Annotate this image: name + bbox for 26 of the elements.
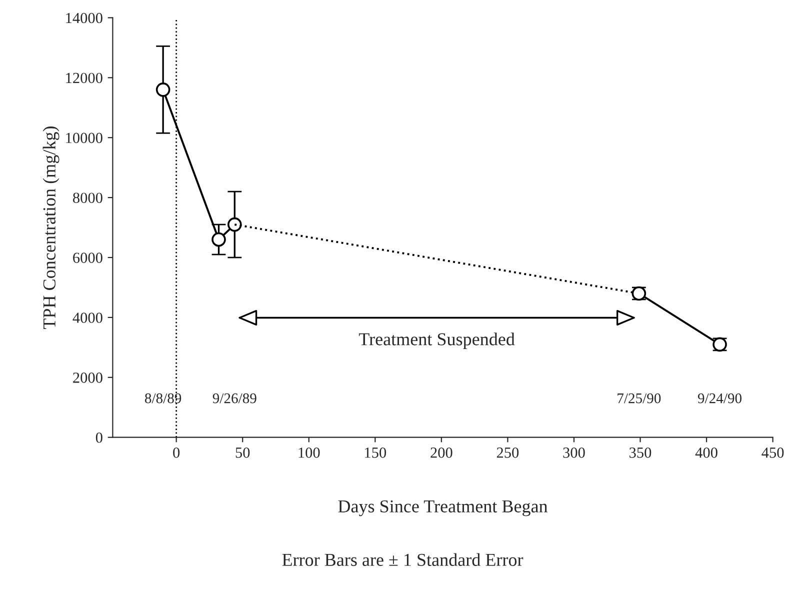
annotation: 8/8/89 [144,393,182,404]
x-tick-label: 100 [298,448,320,458]
x-tick-label: 250 [496,448,519,458]
x-tick-label: 0 [173,448,180,458]
y-tick-label: 12000 [66,72,102,84]
y-tick-label: 4000 [72,312,102,323]
annotation: 9/24/90 [698,393,742,404]
x-tick-label: 200 [430,448,452,458]
x-tick-label: 400 [695,448,718,458]
y-axis-title: TPH Concentration (mg/kg) [42,126,60,330]
text: Error Bars are ± 1 Standard Error [282,553,524,566]
y-tick-label: 8000 [73,192,102,204]
y-tick-label: 0 [96,432,102,443]
x-tick-label: 50 [236,448,250,458]
annotation: Treatment Suspended [358,332,515,350]
annotation: 9/26/89 [212,393,256,404]
annotation: 7/25/90 [618,393,661,404]
x-tick-label: 300 [563,448,585,458]
x-tick-label: 150 [365,448,386,458]
x-axis-title: Days Since Treatment Began [338,500,548,516]
y-tick-label: 6000 [73,252,102,263]
y-tick-label: 2000 [73,372,102,383]
y-tick-label: 14000 [66,12,102,24]
x-tick-label: 350 [630,448,652,458]
x-tick-label: 450 [762,448,784,458]
y-tick-label: 10000 [66,132,102,144]
